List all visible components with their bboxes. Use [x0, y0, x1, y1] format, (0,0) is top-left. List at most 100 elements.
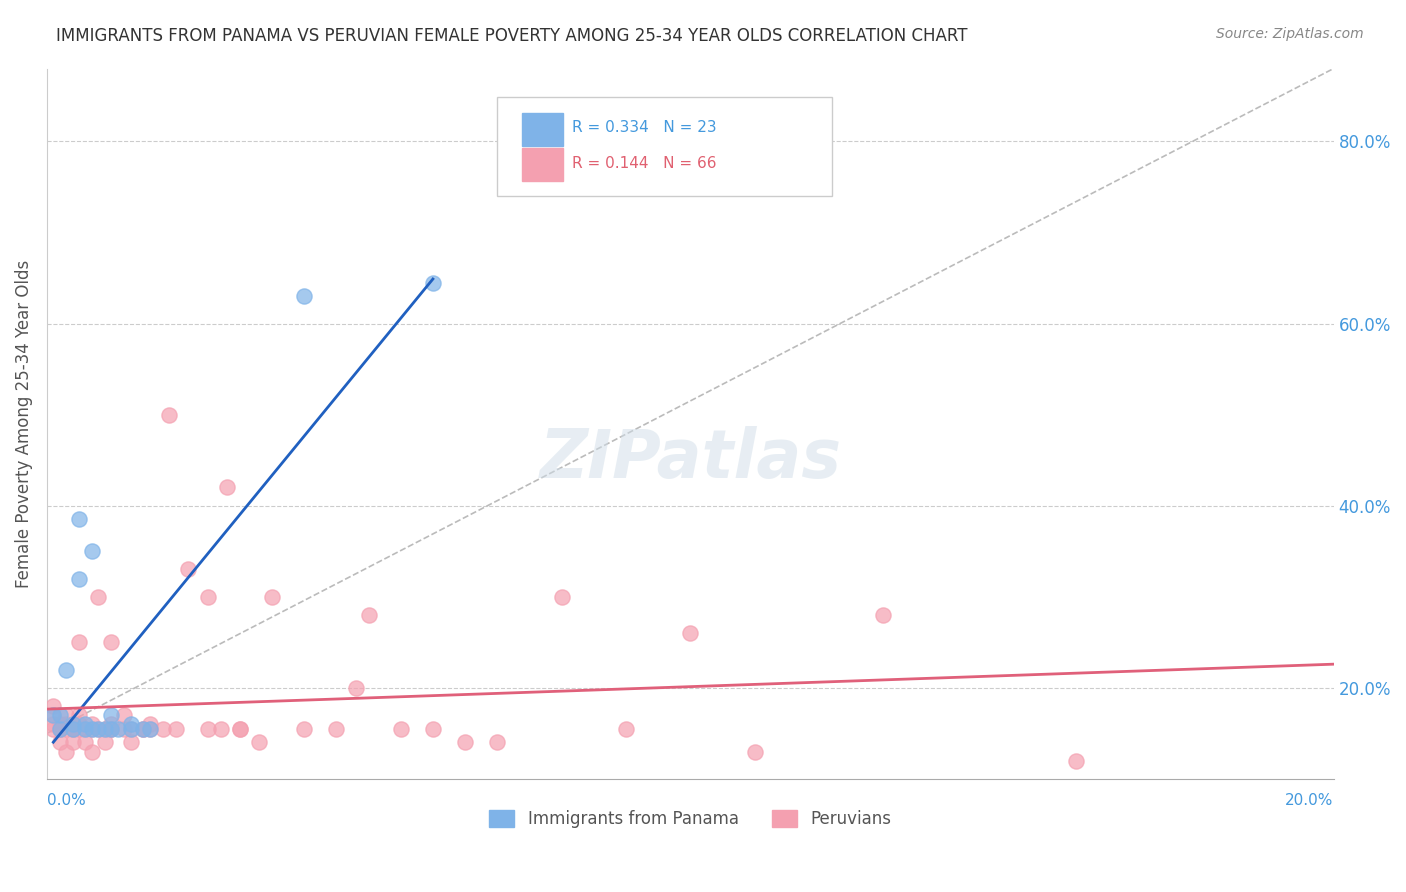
Point: [112, 708, 135, 723]
Point: [80, 722, 103, 736]
Point: [49, 708, 72, 723]
Point: [80, 544, 103, 558]
Point: [75, 717, 97, 731]
Point: [49, 735, 72, 749]
Point: [139, 722, 162, 736]
Point: [454, 735, 477, 749]
Point: [42, 708, 65, 723]
Point: [75, 735, 97, 749]
Point: [357, 607, 380, 622]
Legend: Immigrants from Panama, Peruvians: Immigrants from Panama, Peruvians: [482, 803, 898, 835]
Point: [262, 590, 284, 604]
Point: [55, 717, 77, 731]
Point: [100, 722, 122, 736]
Point: [132, 722, 155, 736]
Text: ZIPatlas: ZIPatlas: [540, 426, 841, 492]
Point: [100, 635, 122, 649]
Point: [229, 722, 252, 736]
Text: R = 0.144   N = 66: R = 0.144 N = 66: [572, 155, 717, 170]
Point: [67, 512, 90, 526]
Point: [67, 635, 90, 649]
Point: [67, 722, 90, 736]
Point: [42, 717, 65, 731]
Point: [120, 722, 142, 736]
Text: 0.0%: 0.0%: [46, 793, 86, 807]
Point: [292, 289, 315, 303]
Point: [247, 735, 270, 749]
Point: [55, 722, 77, 736]
Point: [100, 722, 122, 736]
Text: 20.0%: 20.0%: [1285, 793, 1334, 807]
Point: [49, 717, 72, 731]
Point: [120, 722, 142, 736]
Point: [132, 722, 155, 736]
Point: [62, 722, 84, 736]
Point: [325, 722, 347, 736]
Point: [62, 735, 84, 749]
Point: [177, 562, 200, 576]
Point: [197, 722, 219, 736]
Point: [679, 626, 702, 640]
FancyBboxPatch shape: [522, 148, 562, 181]
Point: [229, 722, 252, 736]
Point: [80, 745, 103, 759]
Point: [87, 590, 110, 604]
Text: IMMIGRANTS FROM PANAMA VS PERUVIAN FEMALE POVERTY AMONG 25-34 YEAR OLDS CORRELAT: IMMIGRANTS FROM PANAMA VS PERUVIAN FEMAL…: [56, 27, 967, 45]
Point: [550, 590, 572, 604]
Point: [209, 722, 232, 736]
Point: [62, 722, 84, 736]
Point: [100, 708, 122, 723]
Point: [872, 607, 894, 622]
Text: R = 0.334   N = 23: R = 0.334 N = 23: [572, 120, 717, 135]
Point: [87, 722, 110, 736]
Point: [94, 722, 117, 736]
Point: [389, 722, 412, 736]
Point: [422, 722, 444, 736]
FancyBboxPatch shape: [498, 97, 832, 196]
Point: [42, 708, 65, 723]
Point: [49, 722, 72, 736]
Point: [165, 722, 187, 736]
Point: [42, 699, 65, 714]
Point: [744, 745, 766, 759]
Point: [80, 722, 103, 736]
Point: [49, 722, 72, 736]
Point: [67, 572, 90, 586]
Point: [422, 276, 444, 290]
Point: [94, 735, 117, 749]
Point: [197, 590, 219, 604]
Point: [292, 722, 315, 736]
Point: [42, 722, 65, 736]
Point: [75, 722, 97, 736]
Point: [55, 663, 77, 677]
Point: [87, 722, 110, 736]
Point: [215, 480, 238, 494]
Point: [152, 722, 174, 736]
Point: [139, 722, 162, 736]
Point: [120, 717, 142, 731]
Point: [80, 717, 103, 731]
Point: [75, 722, 97, 736]
Point: [120, 735, 142, 749]
Text: Source: ZipAtlas.com: Source: ZipAtlas.com: [1216, 27, 1364, 41]
Point: [344, 681, 367, 695]
Point: [62, 722, 84, 736]
Point: [139, 717, 162, 731]
Point: [55, 708, 77, 723]
Point: [107, 722, 129, 736]
Point: [100, 717, 122, 731]
Point: [1064, 754, 1087, 768]
Point: [132, 722, 155, 736]
Point: [112, 722, 135, 736]
Point: [67, 717, 90, 731]
Point: [55, 745, 77, 759]
Point: [157, 408, 180, 422]
Point: [62, 717, 84, 731]
Point: [49, 722, 72, 736]
Point: [614, 722, 637, 736]
Point: [100, 722, 122, 736]
FancyBboxPatch shape: [522, 112, 562, 146]
Y-axis label: Female Poverty Among 25-34 Year Olds: Female Poverty Among 25-34 Year Olds: [15, 260, 32, 588]
Point: [486, 735, 509, 749]
Point: [67, 708, 90, 723]
